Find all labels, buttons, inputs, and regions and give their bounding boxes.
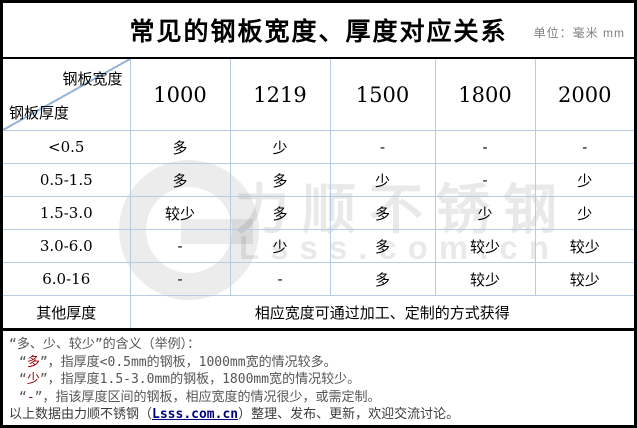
other-thickness-label: 其他厚度 (3, 295, 131, 330)
footnote-quote: “ (19, 372, 27, 387)
width-header-1219: 1219 (229, 57, 331, 131)
availability-cell: - (129, 229, 231, 263)
availability-cell: - (434, 130, 536, 164)
availability-cell: 较少 (434, 229, 536, 263)
corner-thickness-label: 钢板厚度 (9, 105, 70, 122)
availability-cell: 多 (329, 196, 436, 230)
table-row: 3.0-6.0 - 少 多 较少 较少 (3, 229, 634, 263)
availability-cell: 较少 (534, 262, 634, 296)
width-header-2000: 2000 (534, 57, 634, 131)
table-row: 1.5-3.0 较少 多 多 少 少 (3, 196, 634, 230)
footnotes: “多、少、较少”的含义（举例）： “多”，指厚度<0.5mm的钢板，1000mm… (3, 331, 634, 424)
credit-text: 以上数据由力顺不锈钢（ (9, 407, 153, 422)
footnote-keyword: 少 (26, 372, 40, 387)
availability-cell: - (434, 163, 536, 197)
thickness-label: <0.5 (3, 130, 131, 164)
footnote-dash: “-”，指该厚度区间的钢板，相应宽度的情况很少，或需定制。 (9, 389, 626, 407)
availability-cell: 多 (229, 163, 331, 197)
availability-cell: 多 (229, 196, 331, 230)
size-correspondence-table: 钢板宽度 钢板厚度 1000 1219 1500 1800 2000 <0.5 … (3, 57, 634, 331)
availability-cell: - (329, 130, 436, 164)
footnote-credit: 以上数据由力顺不锈钢（Lsss.com.cn）整理、发布、更新，欢迎交流讨论。 (9, 406, 626, 424)
other-thickness-note: 相应宽度可通过加工、定制的方式获得 (129, 295, 634, 330)
width-header-1000: 1000 (129, 57, 231, 131)
table-row: 0.5-1.5 多 多 少 - 少 (3, 163, 634, 197)
thickness-label: 3.0-6.0 (3, 229, 131, 263)
availability-cell: 少 (434, 196, 536, 230)
table-header-row: 钢板宽度 钢板厚度 1000 1219 1500 1800 2000 (3, 57, 634, 131)
title-bar: 常见的钢板宽度、厚度对应关系 单位：毫米 mm (3, 3, 634, 57)
footnote-quote: “ (19, 354, 27, 370)
availability-cell: 较少 (434, 262, 536, 296)
footnote-text: ”，指该厚度区间的钢板，相应宽度的情况很少，或需定制。 (34, 389, 381, 405)
corner-cell: 钢板宽度 钢板厚度 (3, 57, 131, 131)
availability-cell: 较少 (534, 229, 634, 263)
corner-width-label: 钢板宽度 (62, 71, 123, 88)
footnote-shao: “少”，指厚度1.5-3.0mm的钢板，1800mm宽的情况较少。 (9, 371, 626, 389)
table-row: 6.0-16 - - 多 较少 较少 (3, 262, 634, 296)
table-row: <0.5 多 少 - - - (3, 130, 634, 164)
availability-cell: - (534, 130, 634, 164)
footnote-duo: “多”，指厚度<0.5mm的钢板，1000mm宽的情况较多。 (9, 354, 626, 372)
thickness-label: 0.5-1.5 (3, 163, 131, 197)
width-header-1800: 1800 (434, 57, 536, 131)
footnote-quote: “ (19, 389, 27, 405)
availability-cell: 多 (329, 262, 436, 296)
availability-cell: 多 (129, 130, 231, 164)
thickness-label: 6.0-16 (3, 262, 131, 296)
availability-cell: 少 (229, 130, 331, 164)
table-area: 力顺不锈钢 Lsss.com.cn 钢板宽度 钢板厚度 1000 1219 15… (3, 57, 634, 331)
availability-cell: 少 (329, 163, 436, 197)
availability-cell: 少 (229, 229, 331, 263)
footnote-heading: “多、少、较少”的含义（举例）： (9, 337, 201, 352)
thickness-label: 1.5-3.0 (3, 196, 131, 230)
availability-cell: - (129, 262, 231, 296)
availability-cell: 少 (534, 196, 634, 230)
other-thickness-row: 其他厚度 相应宽度可通过加工、定制的方式获得 (3, 295, 634, 330)
availability-cell: 少 (534, 163, 634, 197)
page-title: 常见的钢板宽度、厚度对应关系 (129, 18, 508, 46)
availability-cell: 较少 (129, 196, 231, 230)
availability-cell: 多 (329, 229, 436, 263)
footnote-keyword: 多 (26, 354, 40, 370)
availability-cell: - (229, 262, 331, 296)
footnote-text: ”，指厚度1.5-3.0mm的钢板，1800mm宽的情况较少。 (39, 372, 361, 387)
footnote-keyword: - (26, 389, 35, 405)
width-header-1500: 1500 (329, 57, 436, 131)
credit-text: ）整理、发布、更新，欢迎交流讨论。 (238, 407, 460, 422)
footnote-text: ”，指厚度<0.5mm的钢板，1000mm宽的情况较多。 (39, 354, 337, 370)
unit-label: 单位：毫米 mm (533, 26, 625, 40)
site-link[interactable]: Lsss.com.cn (152, 407, 239, 422)
availability-cell: 多 (129, 163, 231, 197)
